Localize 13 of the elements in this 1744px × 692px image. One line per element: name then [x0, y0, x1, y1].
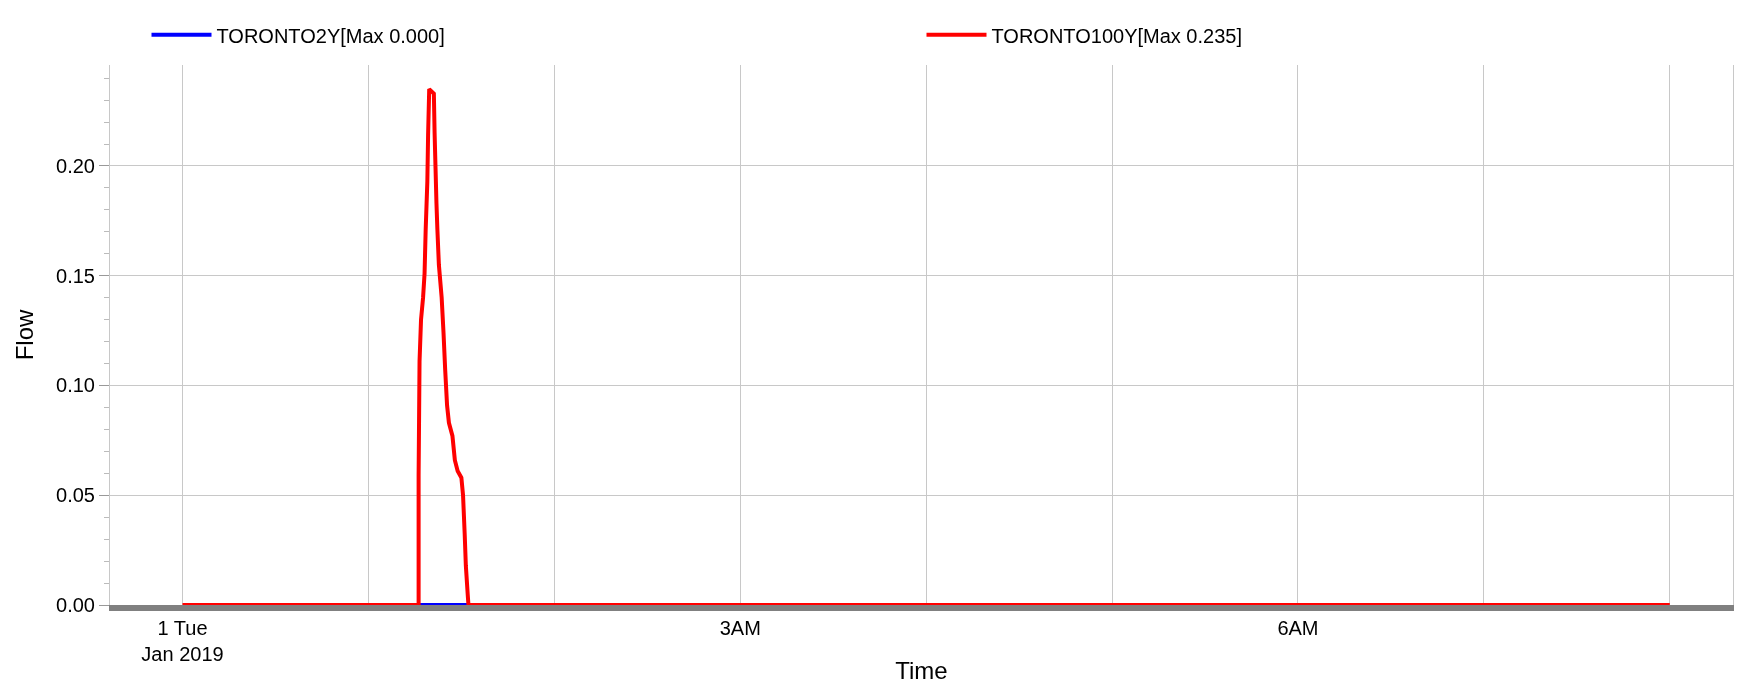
line-series	[180, 87, 1672, 605]
legend-label: TORONTO100Y[Max 0.235]	[991, 24, 1242, 47]
x-axis-title: Time	[895, 656, 948, 684]
y-tick-label: 0.00	[56, 594, 95, 616]
x-tick-label: 6AM	[1277, 617, 1319, 639]
y-tick-label: 0.15	[56, 264, 95, 287]
y-axis-title: Flow	[11, 309, 39, 361]
x-tick-label: 1 Tue Jan 2019	[141, 617, 224, 665]
legend-label: TORONTO2Y[Max 0.000]	[216, 24, 445, 47]
y-tick-label: 0.20	[56, 154, 95, 177]
y-tick-label: 0.10	[56, 374, 95, 397]
y-tick-label: 0.05	[56, 484, 95, 507]
x-tick-label: 3AM	[719, 617, 761, 639]
